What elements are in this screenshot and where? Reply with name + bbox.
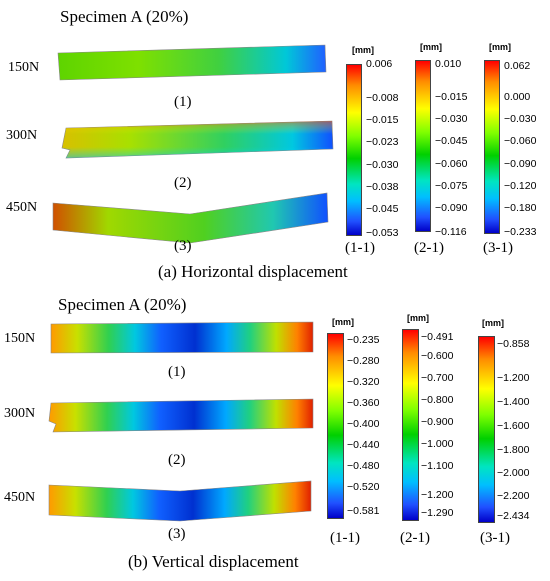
tick: −0.800 — [421, 394, 454, 406]
row-label-1: (1) — [168, 364, 186, 380]
legend-b2-colorbar — [402, 329, 419, 521]
legend-b3-ticks: −0.858 −1.200 −1.400 −1.600 −1.800 −2.00… — [497, 336, 545, 522]
tick: −2.200 — [497, 490, 530, 502]
tick: −0.280 — [347, 355, 380, 367]
tick: 0.062 — [504, 60, 531, 72]
tick: −0.491 — [421, 331, 454, 343]
tick: −0.360 — [347, 397, 380, 409]
tick: −2.434 — [497, 510, 530, 522]
tick: −0.440 — [347, 439, 380, 451]
load-label-450n: 450N — [6, 200, 38, 215]
load-label-150n: 150N — [4, 331, 36, 346]
legend-b2-unit: [mm] — [407, 313, 429, 323]
legend-a2-unit: [mm] — [420, 42, 442, 52]
legend-a3-colorbar — [484, 60, 500, 234]
row-label-3: (3) — [174, 238, 192, 254]
legend-a1-unit: [mm] — [352, 45, 374, 55]
tick: −0.320 — [347, 376, 380, 388]
tick: −2.000 — [497, 467, 530, 479]
load-label-450n: 450N — [4, 490, 36, 505]
tick: −0.015 — [435, 91, 468, 103]
tick: −0.235 — [347, 334, 380, 346]
specimen-h-150n — [57, 44, 327, 81]
tick: −0.400 — [347, 418, 380, 430]
tick: −0.520 — [347, 481, 380, 493]
tick: −0.023 — [366, 136, 399, 148]
tick: −1.600 — [497, 420, 530, 432]
tick: −0.581 — [347, 505, 380, 517]
row-label-3: (3) — [168, 526, 186, 542]
tick: −0.045 — [366, 203, 399, 215]
legend-b3-unit: [mm] — [482, 318, 504, 328]
legend-b1-label: (1-1) — [330, 530, 360, 546]
legend-b2-label: (2-1) — [400, 530, 430, 546]
legend-b2-ticks: −0.491 −0.600 −0.700 −0.800 −0.900 −1.00… — [421, 329, 467, 519]
tick: −0.045 — [435, 135, 468, 147]
tick: −0.053 — [366, 227, 399, 239]
tick: −1.800 — [497, 444, 530, 456]
section-a-caption: (a) Horizontal displacement — [158, 262, 348, 281]
tick: −0.700 — [421, 372, 454, 384]
tick: −0.030 — [435, 113, 468, 125]
load-label-300n: 300N — [6, 128, 38, 143]
row-label-2: (2) — [168, 452, 186, 468]
legend-a1-label: (1-1) — [345, 240, 375, 256]
legend-a3-ticks: 0.062 0.000 −0.030 −0.060 −0.090 −0.120 … — [504, 60, 548, 238]
tick: −0.030 — [366, 159, 399, 171]
tick: −0.233 — [504, 226, 537, 238]
tick: −0.900 — [421, 416, 454, 428]
tick: −0.480 — [347, 460, 380, 472]
tick: −0.060 — [504, 135, 537, 147]
legend-b3-label: (3-1) — [480, 530, 510, 546]
tick: −0.180 — [504, 202, 537, 214]
tick: −0.858 — [497, 338, 530, 350]
tick: −0.030 — [504, 113, 537, 125]
tick: −1.000 — [421, 438, 454, 450]
tick: 0.000 — [504, 91, 531, 103]
legend-a1-colorbar — [346, 64, 362, 236]
tick: −0.038 — [366, 181, 399, 193]
row-label-1: (1) — [174, 94, 192, 110]
tick: −0.008 — [366, 92, 399, 104]
tick: −0.600 — [421, 350, 454, 362]
legend-b1-colorbar — [327, 333, 344, 519]
tick: −0.120 — [504, 180, 537, 192]
load-label-150n: 150N — [8, 60, 40, 75]
tick: −1.290 — [421, 507, 454, 519]
tick: −0.116 — [435, 226, 467, 238]
tick: 0.010 — [435, 58, 462, 70]
section-a-title: Specimen A (20%) — [60, 7, 189, 26]
load-label-300n: 300N — [4, 406, 36, 421]
tick: −1.200 — [421, 489, 454, 501]
section-b-title: Specimen A (20%) — [58, 295, 187, 314]
legend-b3-colorbar — [478, 336, 495, 523]
tick: −0.090 — [504, 158, 537, 170]
tick: −0.060 — [435, 158, 468, 170]
specimen-h-300n — [61, 120, 334, 159]
legend-b1-unit: [mm] — [332, 317, 354, 327]
tick: −1.200 — [497, 372, 530, 384]
legend-b1-ticks: −0.235 −0.280 −0.320 −0.360 −0.400 −0.44… — [347, 333, 393, 517]
specimen-h-450n — [52, 192, 329, 244]
specimen-v-450n — [48, 480, 312, 522]
legend-a2-colorbar — [415, 60, 431, 232]
row-label-2: (2) — [174, 175, 192, 191]
specimen-v-150n — [50, 321, 314, 354]
tick: −1.100 — [421, 460, 454, 472]
tick: −0.075 — [435, 180, 468, 192]
legend-a2-label: (2-1) — [414, 240, 444, 256]
tick: −0.090 — [435, 202, 468, 214]
tick: −1.400 — [497, 396, 530, 408]
tick: 0.006 — [366, 58, 393, 70]
specimen-v-300n — [48, 398, 314, 433]
section-b-caption: (b) Vertical displacement — [128, 552, 299, 571]
legend-a3-unit: [mm] — [489, 42, 511, 52]
legend-a3-label: (3-1) — [483, 240, 513, 256]
legend-a1-ticks: 0.006 −0.008 −0.015 −0.023 −0.030 −0.038… — [366, 58, 410, 239]
tick: −0.015 — [366, 114, 399, 126]
legend-a2-ticks: 0.010 −0.015 −0.030 −0.045 −0.060 −0.075… — [435, 58, 479, 238]
